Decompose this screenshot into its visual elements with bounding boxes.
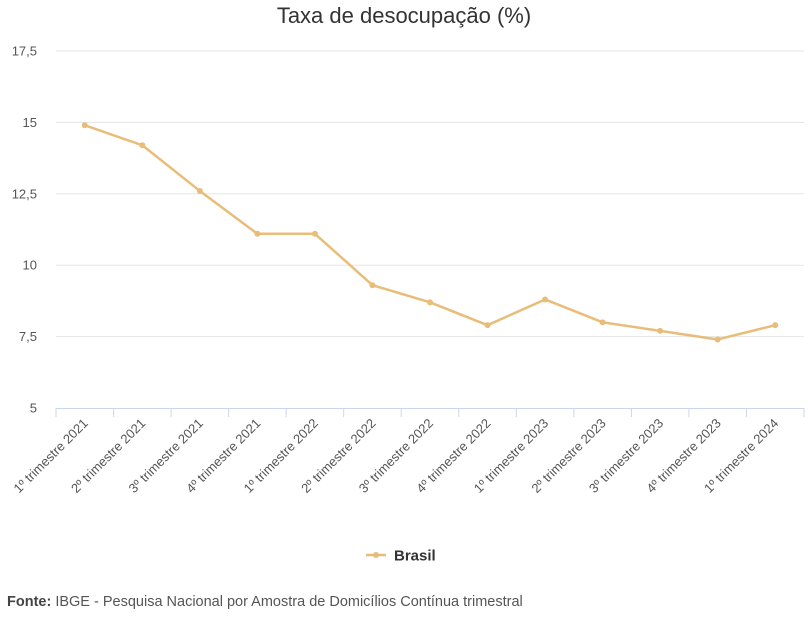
data-point[interactable]	[369, 282, 376, 289]
legend[interactable]: Brasil	[366, 548, 436, 565]
data-point[interactable]	[772, 322, 779, 329]
data-point[interactable]	[311, 230, 318, 237]
x-axis	[55, 408, 805, 417]
y-tick-label: 15	[23, 115, 37, 130]
data-point[interactable]	[599, 319, 606, 326]
data-point[interactable]	[81, 122, 88, 129]
source-text: IBGE - Pesquisa Nacional por Amostra de …	[51, 594, 523, 610]
gridlines	[56, 50, 804, 338]
data-point[interactable]	[196, 187, 203, 194]
chart-title: Taxa de desocupação (%)	[277, 3, 531, 28]
series-brasil[interactable]	[81, 122, 779, 343]
source-note: Fonte: IBGE - Pesquisa Nacional por Amos…	[7, 594, 523, 610]
data-point[interactable]	[427, 299, 433, 306]
data-point[interactable]	[714, 336, 721, 343]
legend-label[interactable]: Brasil	[394, 548, 436, 565]
data-point[interactable]	[484, 322, 491, 329]
y-tick-label: 12,5	[12, 186, 37, 201]
y-axis-ticks: 5 7,5 10 12,5 15 17,5	[12, 44, 37, 416]
y-tick-label: 10	[23, 258, 37, 273]
y-tick-label: 5	[30, 401, 37, 416]
y-tick-label: 17,5	[12, 44, 37, 59]
legend-marker-symbol[interactable]	[373, 552, 379, 558]
series-line[interactable]	[83, 124, 777, 341]
data-point[interactable]	[657, 327, 664, 334]
data-point[interactable]	[542, 296, 549, 303]
y-tick-label: 7,5	[19, 329, 37, 344]
data-point[interactable]	[254, 230, 261, 237]
source-label: Fonte:	[7, 594, 52, 610]
data-point[interactable]	[139, 142, 146, 149]
